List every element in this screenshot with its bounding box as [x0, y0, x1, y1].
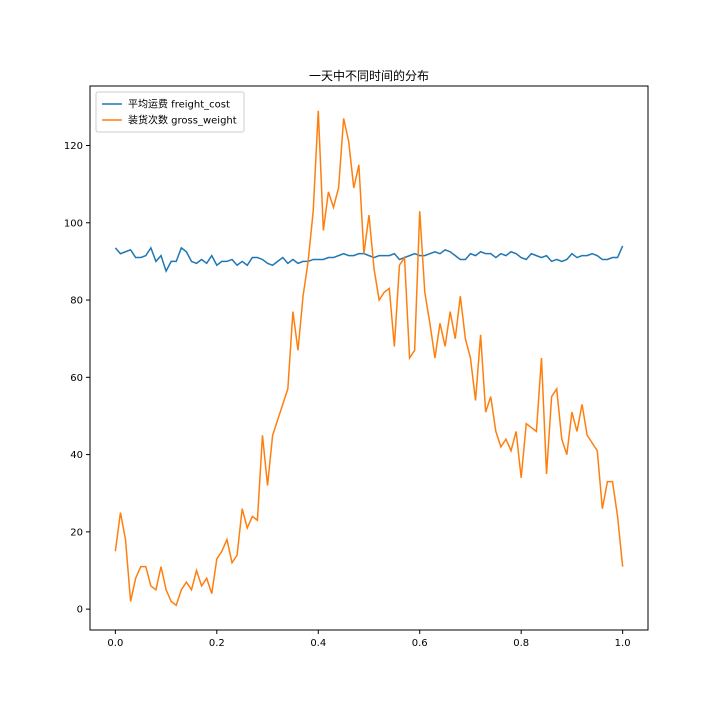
x-tick-label: 1.0: [615, 638, 631, 649]
y-tick-label: 120: [64, 141, 83, 152]
y-tick-label: 60: [70, 373, 83, 384]
y-tick-label: 100: [64, 218, 83, 229]
y-tick-label: 40: [70, 450, 83, 461]
legend-box: [95, 91, 245, 133]
x-tick-label: 0.2: [209, 638, 225, 649]
x-tick-label: 0.6: [412, 638, 428, 649]
y-tick-label: 20: [70, 527, 83, 538]
series-line: [114, 245, 624, 273]
x-tick-label: 0.0: [107, 638, 123, 649]
x-tick-label: 0.4: [310, 638, 326, 649]
y-tick-label: 80: [70, 296, 83, 307]
legend-label: 装货次数 gross_weight: [128, 114, 237, 127]
x-tick-label: 0.8: [513, 638, 529, 649]
y-tick-label: 0: [77, 605, 83, 616]
series-line: [114, 110, 624, 607]
chart-title: 一天中不同时间的分布: [309, 68, 429, 83]
plot-frame: [89, 85, 649, 631]
legend-label: 平均运费 freight_cost: [128, 98, 230, 111]
